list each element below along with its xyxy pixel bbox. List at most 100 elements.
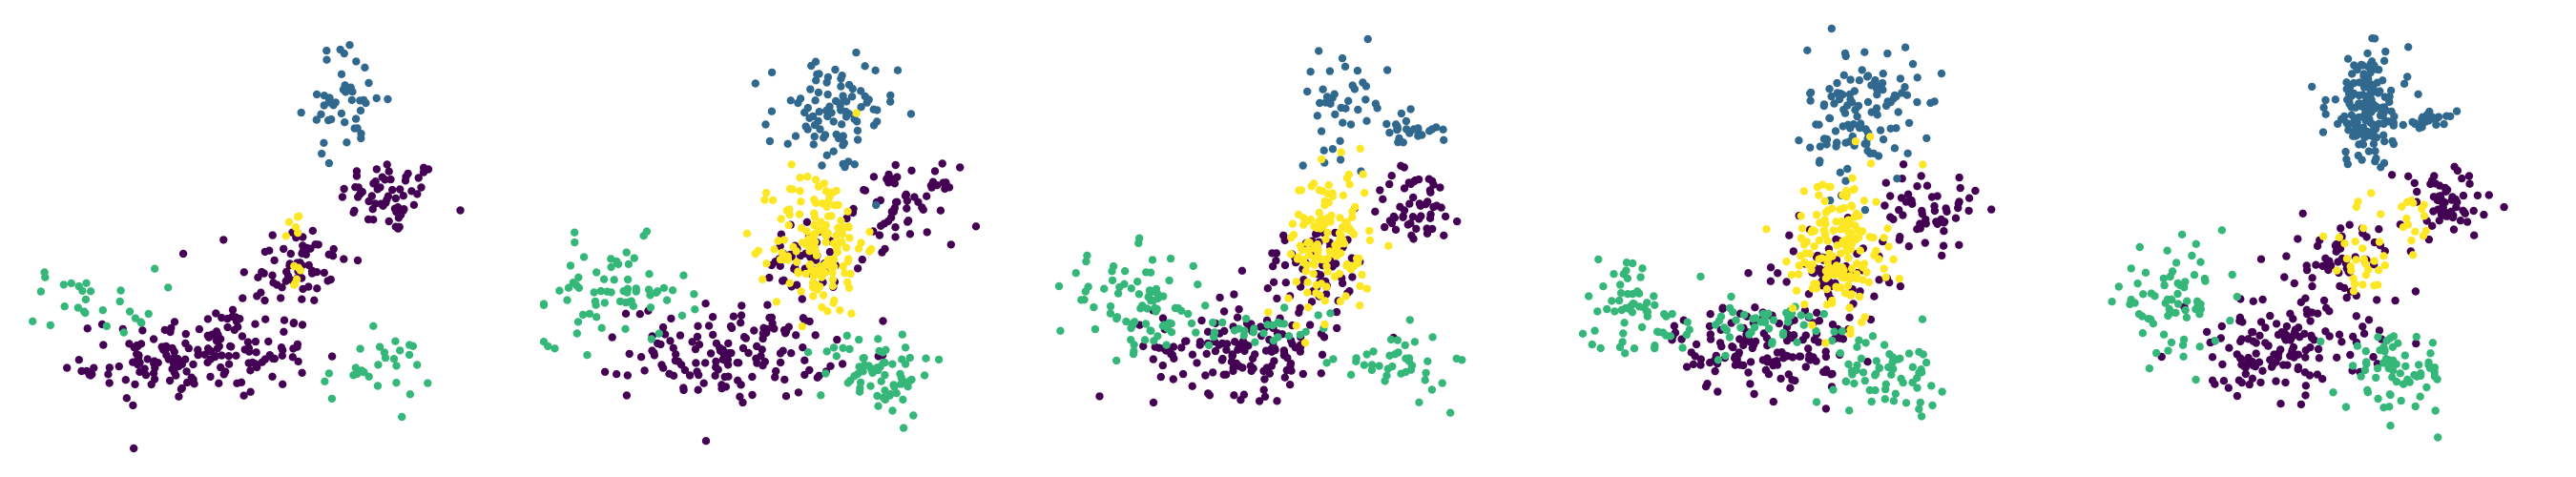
- scatter-point: [657, 361, 666, 369]
- scatter-point: [1287, 366, 1296, 375]
- scatter-point: [369, 321, 378, 330]
- scatter-point: [2376, 87, 2384, 95]
- scatter-point: [1845, 90, 1855, 99]
- scatter-point: [2380, 93, 2390, 102]
- scatter-point: [2373, 296, 2381, 304]
- scatter-point: [1169, 342, 1178, 351]
- scatter-point: [2340, 239, 2349, 248]
- scatter-point: [2402, 197, 2412, 206]
- scatter-point: [1955, 240, 1963, 249]
- scatter-point: [2363, 127, 2372, 136]
- scatter-point: [2343, 119, 2352, 129]
- scatter-point: [2366, 60, 2375, 69]
- scatter-point: [920, 371, 929, 380]
- scatter-point: [2133, 280, 2142, 288]
- scatter-point: [1840, 109, 1850, 117]
- scatter-point: [212, 327, 221, 336]
- scatter-point: [2256, 255, 2266, 263]
- scatter-point: [2183, 297, 2192, 305]
- scatter-point: [1248, 354, 1257, 363]
- scatter-point: [2325, 257, 2334, 265]
- scatter-point: [1888, 353, 1898, 362]
- scatter-point: [662, 296, 672, 304]
- scatter-point: [1337, 249, 1345, 258]
- scatter-point: [364, 78, 373, 88]
- scatter-point: [1889, 94, 1898, 103]
- scatter-point: [1938, 251, 1946, 260]
- scatter-point: [2272, 377, 2280, 385]
- scatter-point: [922, 354, 930, 363]
- scatter-point: [693, 332, 702, 342]
- scatter-point: [1903, 149, 1912, 157]
- scatter-point: [758, 329, 768, 338]
- scatter-point: [1149, 286, 1158, 296]
- scatter-point: [1203, 327, 1213, 336]
- scatter-point: [2192, 239, 2200, 248]
- scatter-point: [299, 284, 307, 294]
- scatter-point: [1630, 344, 1639, 353]
- scatter-point: [2181, 305, 2190, 315]
- scatter-point: [1751, 303, 1759, 312]
- scatter-point: [777, 215, 785, 223]
- scatter-point: [2301, 382, 2311, 390]
- scatter-point: [63, 363, 72, 372]
- scatter-point: [1853, 361, 1861, 370]
- scatter-point: [821, 369, 830, 378]
- scatter-point: [2389, 139, 2399, 149]
- scatter-point: [1845, 406, 1854, 415]
- scatter-point: [1361, 189, 1369, 197]
- scatter-point: [690, 290, 698, 299]
- scatter-point: [1367, 365, 1377, 375]
- scatter-point: [843, 278, 852, 287]
- scatter-point: [1774, 269, 1782, 278]
- scatter-point: [383, 160, 391, 169]
- scatter-point: [321, 377, 329, 385]
- scatter-point: [1054, 281, 1064, 291]
- scatter-point: [1218, 354, 1227, 363]
- scatter-point: [869, 105, 878, 114]
- scatter-point: [1706, 310, 1714, 319]
- scatter-point: [1610, 307, 1619, 316]
- scatter-point: [795, 210, 804, 218]
- scatter-point: [2272, 320, 2281, 328]
- scatter-point: [1764, 324, 1774, 333]
- scatter-point: [1162, 341, 1171, 349]
- scatter-point: [838, 120, 846, 129]
- scatter-point: [341, 118, 349, 127]
- scatter-point: [668, 286, 677, 295]
- scatter-point: [1987, 205, 1996, 214]
- scatter-point: [780, 375, 789, 384]
- scatter-point: [930, 167, 940, 176]
- scatter-point: [1617, 305, 1627, 315]
- scatter-point: [2374, 333, 2382, 342]
- scatter-point: [1412, 224, 1421, 233]
- scatter-point: [729, 312, 738, 321]
- scatter-point: [800, 370, 809, 380]
- scatter-point: [405, 341, 414, 349]
- scatter-point: [839, 159, 847, 169]
- scatter-point: [1849, 185, 1858, 195]
- scatter-point: [1321, 98, 1330, 107]
- scatter-point: [1095, 392, 1104, 401]
- scatter-point: [1918, 206, 1926, 216]
- scatter-point: [852, 48, 861, 57]
- scatter-point: [815, 371, 823, 380]
- scatter-point: [2307, 331, 2316, 340]
- scatter-point: [2365, 114, 2374, 123]
- scatter-point: [1309, 269, 1318, 279]
- scatter-point: [1356, 144, 1364, 153]
- scatter-point: [1310, 254, 1319, 262]
- scatter-point: [324, 95, 334, 105]
- scatter-point: [574, 273, 583, 281]
- scatter-point: [847, 309, 856, 318]
- scatter-point: [1852, 274, 1861, 283]
- scatter-point: [1869, 149, 1878, 157]
- scatter-point: [2379, 56, 2389, 65]
- scatter-point: [695, 341, 704, 349]
- scatter-point: [1177, 343, 1186, 352]
- scatter-point: [904, 218, 912, 226]
- scatter-point: [147, 380, 156, 389]
- scatter-point: [647, 335, 656, 343]
- scatter-point: [1858, 227, 1867, 236]
- scatter-point: [1662, 331, 1671, 340]
